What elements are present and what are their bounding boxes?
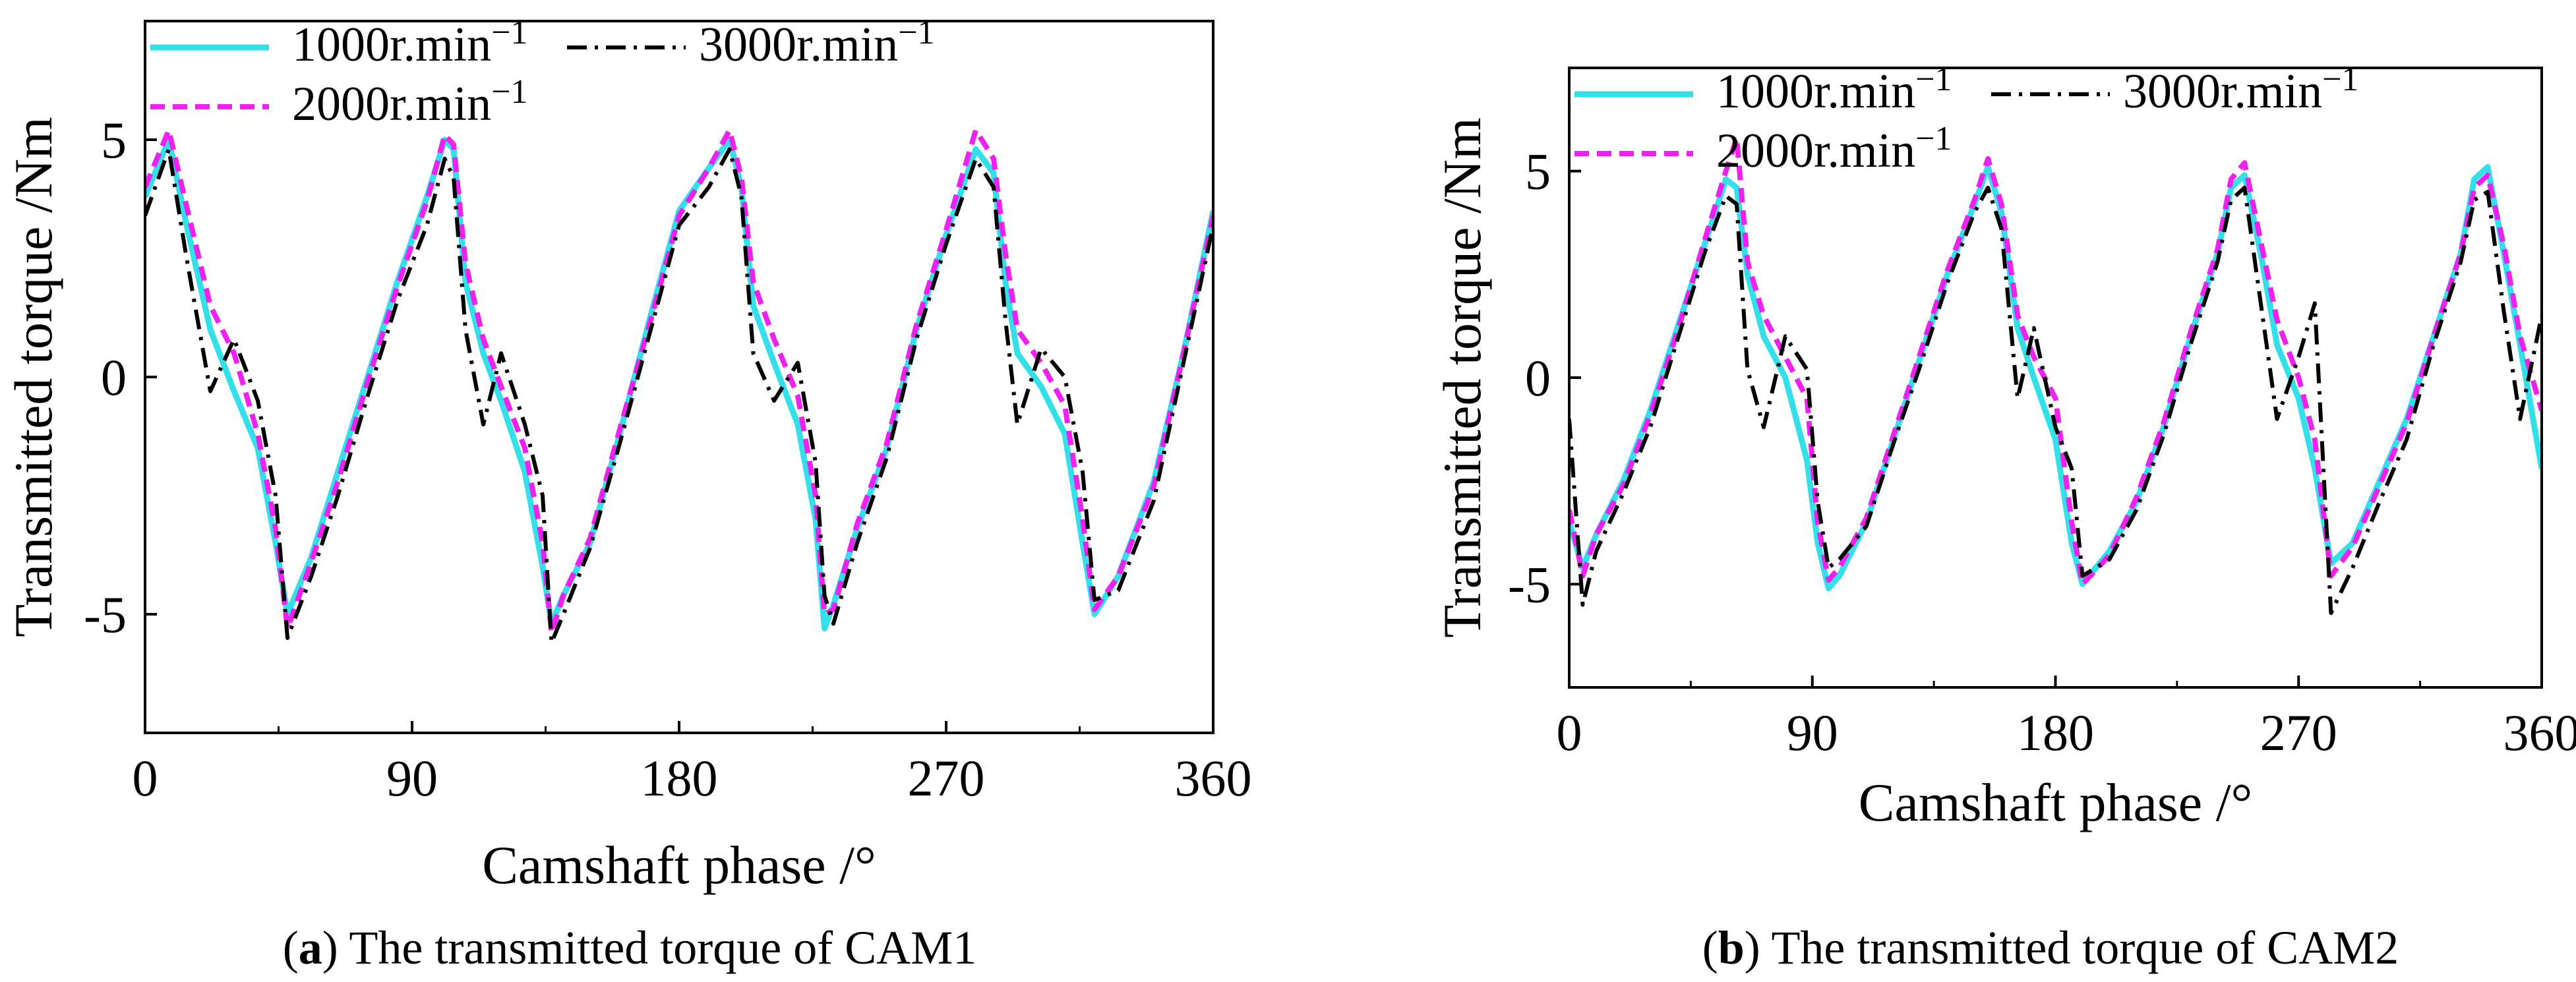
x-tick-label: 270	[2260, 704, 2337, 761]
x-tick-label: 360	[1175, 749, 1252, 807]
caption-b: (b) The transmitted torque of CAM2	[1702, 921, 2399, 974]
axis-ticks-a: 0 90 180 270 360 -5 0 5	[84, 111, 1251, 807]
y-tick-label: -5	[84, 586, 127, 643]
series-line-2000rpm-a	[145, 127, 1213, 636]
x-tick-label: 270	[908, 749, 985, 807]
legend-label-1000rpm-b: 1000r.min−1	[1716, 61, 1952, 119]
x-tick-label: 0	[1557, 704, 1582, 761]
series-line-3000rpm-a	[145, 147, 1213, 645]
legend-label-3000rpm-a: 3000r.min−1	[699, 14, 935, 72]
plot-lines-b	[1569, 135, 2542, 616]
x-tick-label: 0	[133, 749, 158, 807]
legend-label-2000rpm-b: 2000r.min−1	[1716, 120, 1952, 178]
y-axis-title-b: Transmitted torque /Nm	[1432, 117, 1492, 638]
y-tick-label: -5	[1508, 556, 1551, 613]
caption-text-a: The transmitted torque of CAM1	[349, 921, 976, 974]
legend-label-1000rpm-a: 1000r.min−1	[292, 14, 528, 72]
y-tick-label: 5	[1525, 143, 1551, 200]
x-axis-title-a: Camshaft phase /°	[482, 835, 876, 895]
y-tick-label: 0	[1525, 349, 1551, 407]
x-axis-title-b: Camshaft phase /°	[1859, 772, 2253, 832]
legend-label-3000rpm-b: 3000r.min−1	[2123, 61, 2359, 119]
x-tick-label: 180	[641, 749, 718, 807]
y-axis-title-a: Transmitted torque /Nm	[3, 117, 63, 637]
x-tick-label: 90	[386, 749, 438, 807]
caption-text-b: The transmitted torque of CAM2	[1771, 921, 2399, 974]
series-line-2000rpm-b	[1569, 135, 2542, 587]
x-tick-label: 180	[2017, 704, 2094, 761]
caption-letter-b: b	[1718, 921, 1745, 974]
legend-a: 1000r.min−1 3000r.min−1 2000r.min−1	[150, 14, 935, 131]
series-line-3000rpm-b	[1569, 185, 2542, 616]
legend-label-2000rpm-a: 2000r.min−1	[292, 73, 528, 131]
axis-ticks-b: 0 90 180 270 360 -5 0 5	[1508, 143, 2576, 761]
y-tick-label: 0	[101, 349, 127, 406]
caption-letter-a: a	[299, 921, 322, 974]
plot-lines-a	[145, 127, 1213, 645]
caption-a: (a) The transmitted torque of CAM1	[283, 921, 977, 974]
chart-panel-b: 0 90 180 270 360 -5 0 5 1000r.min−1 3000r.min−1 2…	[1432, 61, 2576, 974]
legend-b: 1000r.min−1 3000r.min−1 2000r.min−1	[1574, 61, 2359, 178]
y-tick-label: 5	[101, 111, 127, 169]
x-tick-label: 90	[1787, 704, 1838, 761]
x-tick-label: 360	[2503, 704, 2576, 761]
plot-frame-b	[1568, 67, 2543, 689]
chart-panel-a: 0 90 180 270 360 -5 0 5 1000r.min−1 3000r.min−1 2…	[3, 14, 1252, 974]
